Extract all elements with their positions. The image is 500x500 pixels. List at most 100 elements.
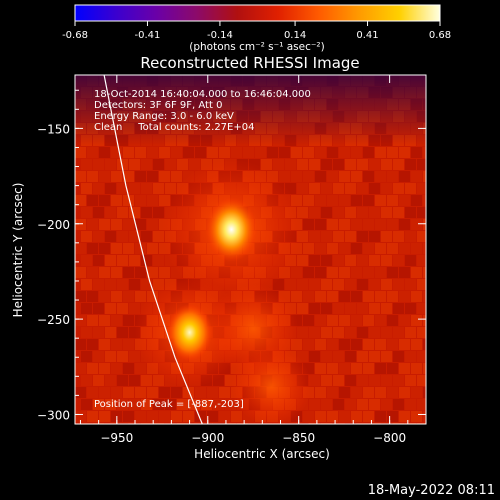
ripple-cell — [405, 399, 416, 410]
emission-source — [166, 303, 213, 361]
ripple-cell — [147, 267, 158, 278]
ripple-cell — [99, 411, 110, 422]
colorbar-tick-label: 0.41 — [356, 30, 378, 41]
ripple-cell — [399, 219, 410, 230]
ripple-cell — [405, 351, 416, 362]
ripple-cell — [81, 327, 92, 338]
ripple-cell — [387, 171, 398, 182]
ripple-cell — [123, 243, 134, 254]
ripple-cell — [81, 423, 92, 424]
ripple-cell — [375, 147, 386, 158]
ripple-cell — [333, 351, 344, 362]
ripple-cell — [99, 147, 110, 158]
ripple-cell — [87, 411, 98, 422]
ripple-cell — [393, 399, 404, 410]
ripple-cell — [303, 339, 314, 350]
ripple-cell — [75, 243, 86, 254]
ripple-cell — [375, 339, 386, 350]
ripple-cell — [405, 279, 416, 290]
ripple-cell — [417, 183, 426, 194]
ripple-cell — [429, 399, 440, 410]
ripple-cell — [405, 207, 416, 218]
ripple-cell — [411, 171, 422, 182]
ripple-cell — [381, 183, 392, 194]
ripple-cell — [309, 231, 320, 242]
ripple-cell — [363, 219, 374, 230]
ripple-cell — [75, 291, 86, 302]
ripple-cell — [333, 231, 344, 242]
ripple-cell — [357, 207, 368, 218]
ripple-cell — [303, 195, 314, 206]
ripple-cell — [123, 315, 134, 326]
ripple-cell — [303, 315, 314, 326]
colorbar-tick-label: -0.68 — [62, 30, 88, 41]
ripple-cell — [387, 363, 398, 374]
ripple-cell — [375, 291, 386, 302]
ripple-cell — [363, 171, 374, 182]
ripple-cell — [93, 327, 104, 338]
ripple-cell — [327, 267, 338, 278]
ripple-cell — [207, 411, 218, 422]
ripple-cell — [429, 183, 440, 194]
ripple-cell — [147, 171, 158, 182]
ripple-cell — [87, 315, 98, 326]
ripple-cell — [405, 375, 416, 386]
ripple-cell — [297, 351, 308, 362]
ripple-cell — [315, 171, 326, 182]
ripple-cell — [333, 159, 344, 170]
ripple-cell — [99, 219, 110, 230]
ripple-cell — [303, 363, 314, 374]
ripple-cell — [417, 423, 426, 424]
ripple-cell — [411, 195, 422, 206]
ripple-cell — [279, 171, 290, 182]
ripple-cell — [159, 387, 170, 398]
ripple-cell — [93, 183, 104, 194]
ripple-cell — [333, 423, 344, 424]
ripple-cell — [315, 243, 326, 254]
colorbar-tick-label: -0.41 — [135, 30, 161, 41]
ripple-cell — [327, 315, 338, 326]
ripple-cell — [309, 399, 320, 410]
ripple-cell — [255, 147, 266, 158]
ripple-cell — [411, 219, 422, 230]
ripple-cell — [375, 363, 386, 374]
y-axis: −150 −200 −250 −300 — [37, 89, 426, 422]
info-clean-counts: Clean Total counts: 2.27E+04 — [94, 122, 254, 133]
ripple-cell — [201, 399, 212, 410]
ripple-cell — [357, 183, 368, 194]
ripple-cell — [399, 411, 410, 422]
ripple-cell — [111, 363, 122, 374]
ripple-cell — [411, 315, 422, 326]
ripple-cell — [309, 159, 320, 170]
ripple-cell — [405, 255, 416, 266]
ripple-cell — [87, 195, 98, 206]
ripple-cell — [363, 315, 374, 326]
ripple-cell — [303, 291, 314, 302]
ripple-cell — [375, 315, 386, 326]
ripple-cell — [351, 171, 362, 182]
ripple-cell — [99, 339, 110, 350]
ripple-cell — [111, 315, 122, 326]
ripple-cell — [321, 423, 332, 424]
ripple-cell — [81, 303, 92, 314]
ripple-cell — [189, 159, 200, 170]
ripple-cell — [423, 147, 426, 158]
ripple-cell — [429, 303, 440, 314]
ripple-cell — [357, 327, 368, 338]
ripple-cell — [429, 87, 440, 98]
ripple-cell — [291, 339, 302, 350]
ripple-cell — [429, 207, 440, 218]
ripple-cell — [273, 279, 284, 290]
ripple-cell — [369, 159, 380, 170]
ripple-cell — [321, 159, 332, 170]
ripple-cell — [93, 207, 104, 218]
ripple-cell — [135, 171, 146, 182]
ripple-cell — [417, 231, 426, 242]
ripple-cell — [363, 267, 374, 278]
ripple-cell — [171, 411, 182, 422]
ripple-cell — [147, 243, 158, 254]
ripple-cell — [309, 327, 320, 338]
ripple-cell — [387, 387, 398, 398]
ripple-cell — [177, 159, 188, 170]
ripple-cell — [375, 411, 386, 422]
